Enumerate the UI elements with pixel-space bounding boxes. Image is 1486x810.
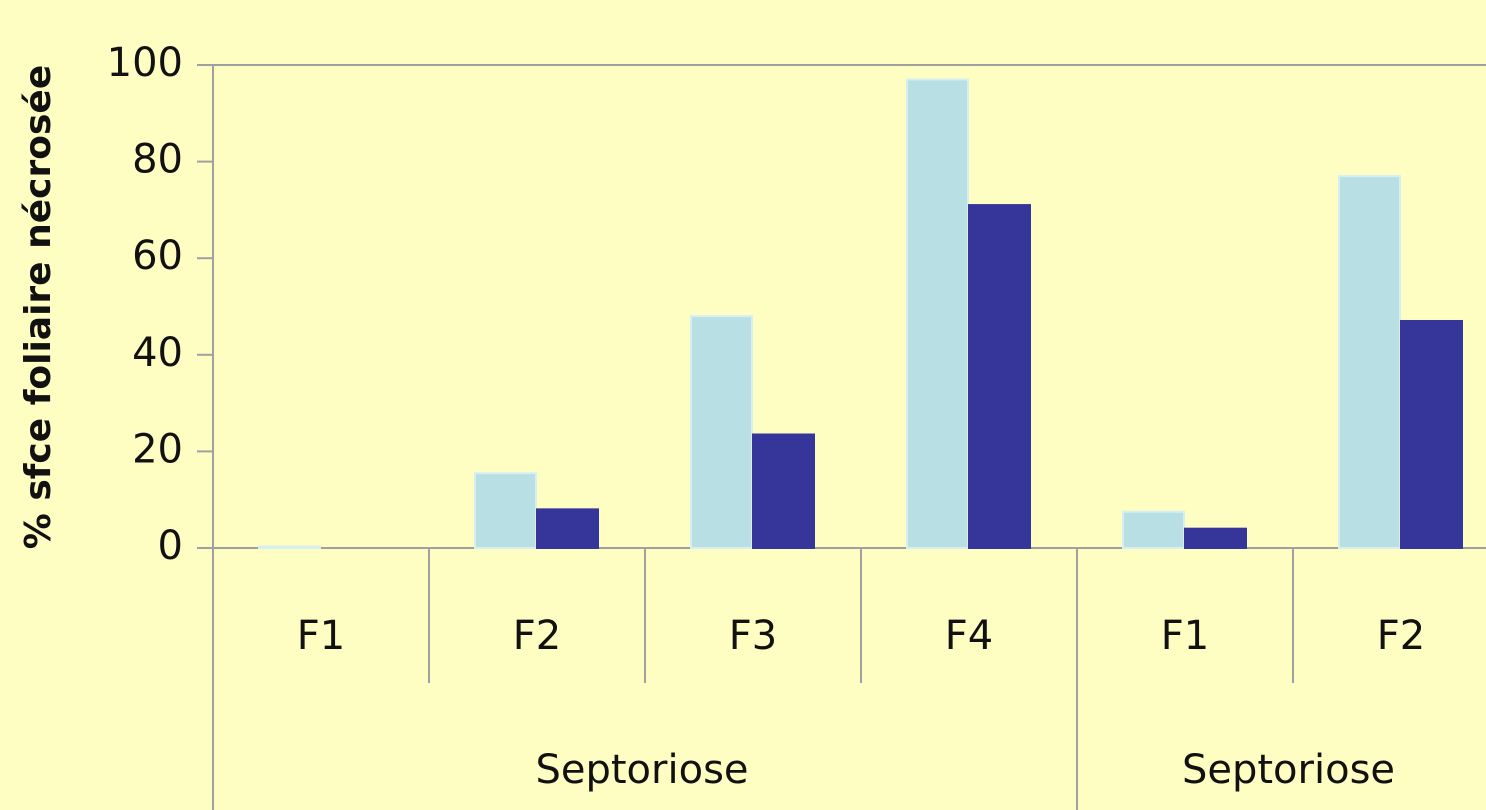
group-label: Septoriose: [535, 747, 748, 793]
group-label: Septoriose: [1182, 747, 1395, 793]
bar: [752, 433, 815, 549]
y-tick-label: 0: [158, 523, 183, 569]
bar: [906, 78, 969, 550]
bar: [1122, 510, 1185, 549]
x-tick-label: F4: [945, 613, 993, 659]
bar: [474, 472, 537, 550]
bar: [258, 545, 321, 550]
bar: [536, 508, 599, 549]
y-axis-title: % sfce foliaire nécrosée: [18, 65, 59, 550]
x-tick-label: F1: [1161, 613, 1209, 659]
bar: [968, 204, 1031, 549]
x-tick-label: F2: [513, 613, 561, 659]
y-tick-label: 100: [107, 40, 183, 86]
y-tick-label: 60: [132, 233, 183, 279]
bar: [1338, 175, 1401, 549]
y-tick-label: 20: [132, 426, 183, 472]
x-tick-label: F2: [1377, 613, 1425, 659]
bar: [1400, 319, 1463, 549]
x-tick-label: F3: [729, 613, 777, 659]
y-tick-label: 40: [132, 330, 183, 376]
x-tick-label: F1: [297, 613, 345, 659]
y-tick-label: 80: [132, 137, 183, 183]
bar: [690, 315, 753, 549]
bar: [1184, 527, 1247, 549]
